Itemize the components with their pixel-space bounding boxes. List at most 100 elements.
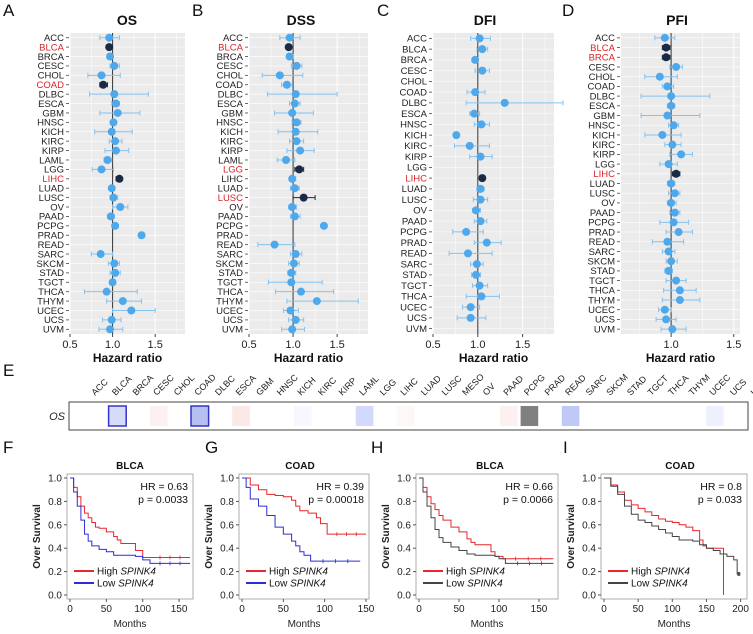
x-axis-title: Hazard ratio xyxy=(274,351,343,365)
x-tick-label: 100 xyxy=(134,604,151,615)
y-tick-label: 0.4 xyxy=(48,544,62,555)
hr-point xyxy=(290,99,299,108)
row-label: LAML xyxy=(218,155,243,166)
legend-label-low: Low SPINK4 xyxy=(269,579,326,590)
heatmap-col-label: CESC xyxy=(151,372,176,397)
hr-point xyxy=(663,111,672,120)
hr-point xyxy=(289,259,298,268)
y-tick-label: 0.0 xyxy=(220,591,234,602)
hr-point xyxy=(291,90,300,99)
hr-point xyxy=(667,198,676,207)
row-label: COAD xyxy=(37,80,65,91)
legend-label-prefix: Low xyxy=(446,579,467,590)
hr-point xyxy=(105,33,114,42)
legend-gene-name: SPINK4 xyxy=(467,579,503,590)
forest-plot-os: ACCBLCABRCACESCCHOLCOADDLBCESCAGBMHNSCKI… xyxy=(37,12,185,365)
row-label: COAD xyxy=(588,82,616,93)
panel-letter-b: B xyxy=(192,1,203,20)
heatmap-cell xyxy=(107,405,127,427)
row-label: UCS xyxy=(407,313,427,324)
hr-point xyxy=(111,268,120,277)
legend-gene-name: SPINK4 xyxy=(652,579,688,590)
row-label: UCS xyxy=(44,315,64,326)
x-tick-label: 50 xyxy=(633,604,645,615)
hr-point xyxy=(116,203,125,212)
x-tick-label: 1.0 xyxy=(105,339,120,351)
hr-point xyxy=(118,297,127,306)
row-label: UCEC xyxy=(216,306,243,317)
hr-point xyxy=(472,206,481,215)
hr-point xyxy=(292,118,301,127)
heatmap-col-label: KIRC xyxy=(316,375,339,398)
heatmap-col-label: CHOL xyxy=(172,373,197,398)
km-plot-coad-g: COAD 0.0 0.2 0.4 0.6 0.8 1.0 0 50 100 150 Months Ove… xyxy=(204,461,375,630)
row-label: DLBC xyxy=(218,89,243,100)
row-label: HNSC xyxy=(400,120,427,131)
y-axis-title: Over Survival xyxy=(32,504,43,569)
hr-point xyxy=(111,221,120,230)
y-tick-label: 0.2 xyxy=(48,567,62,578)
row-label: CHOL xyxy=(38,71,64,82)
row-label: DLBC xyxy=(402,98,427,109)
survival-curve-low xyxy=(70,477,190,564)
row-label: BRCA xyxy=(217,52,244,63)
legend-label-prefix: Low xyxy=(97,579,118,590)
row-label: OV xyxy=(601,198,615,209)
plot-frame xyxy=(66,473,194,600)
hr-point xyxy=(475,281,484,290)
heatmap-col-label: DLBC xyxy=(213,373,237,397)
row-label: PAAD xyxy=(218,212,243,223)
row-label: COAD xyxy=(216,80,244,91)
heatmap-col-label: LAML xyxy=(357,374,381,398)
row-label: READ xyxy=(589,237,616,248)
heatmap-cell xyxy=(149,406,168,426)
row-label: CHOL xyxy=(401,77,427,88)
hr-point xyxy=(107,184,116,193)
x-tick-label: 0.5 xyxy=(425,339,440,351)
row-label: HNSC xyxy=(588,121,615,132)
heatmap-col-label: SARC xyxy=(584,372,609,397)
y-tick-label: 1.0 xyxy=(48,474,62,485)
heatmap-col-label: PRAD xyxy=(543,372,568,397)
x-tick-label: 150 xyxy=(531,604,548,615)
hr-point xyxy=(669,218,678,227)
plot-title: COAD xyxy=(665,461,694,472)
hr-point xyxy=(669,121,678,130)
y-tick-label: 1.0 xyxy=(220,474,234,485)
hr-point xyxy=(663,82,672,91)
row-label: SKCM xyxy=(588,256,616,267)
hr-point xyxy=(287,278,296,287)
hr-point xyxy=(107,127,116,136)
row-label: STAD xyxy=(402,270,427,281)
hr-point xyxy=(286,306,295,315)
y-tick-label: 0.2 xyxy=(397,567,411,578)
hr-point xyxy=(110,61,119,70)
panel-letter-h: H xyxy=(371,438,383,457)
hr-point xyxy=(290,184,299,193)
x-tick-label: 0.5 xyxy=(241,339,256,351)
row-label: PRAD xyxy=(217,231,244,242)
hr-point xyxy=(655,72,664,81)
hr-point xyxy=(476,184,485,193)
row-label: CHOL xyxy=(217,71,243,82)
hr-point xyxy=(285,52,294,61)
hr-point xyxy=(471,55,480,64)
hr-point xyxy=(282,155,291,164)
heatmap-cell xyxy=(500,406,518,426)
row-label: STAD xyxy=(218,268,243,279)
y-axis-title: Over Survival xyxy=(381,504,392,569)
heatmap-col-label: SKCM xyxy=(604,372,629,397)
plot-title: BLCA xyxy=(476,461,504,472)
row-label: UVM xyxy=(43,325,64,336)
plot-background xyxy=(249,33,368,334)
heatmap-cell xyxy=(355,406,374,426)
forest-plot-pfi: ACCBLCABRCACESCCHOLCOADDLBCESCAGBMHNSCKI… xyxy=(588,12,742,365)
hazard-ratio-text: HR = 0.66 xyxy=(505,481,553,493)
hr-point xyxy=(452,131,461,140)
y-tick-label: 0.8 xyxy=(48,497,62,508)
hr-point xyxy=(97,71,106,80)
hr-point xyxy=(106,325,115,334)
x-tick-label: 0 xyxy=(601,604,607,615)
y-tick-label: 1.0 xyxy=(397,474,411,485)
